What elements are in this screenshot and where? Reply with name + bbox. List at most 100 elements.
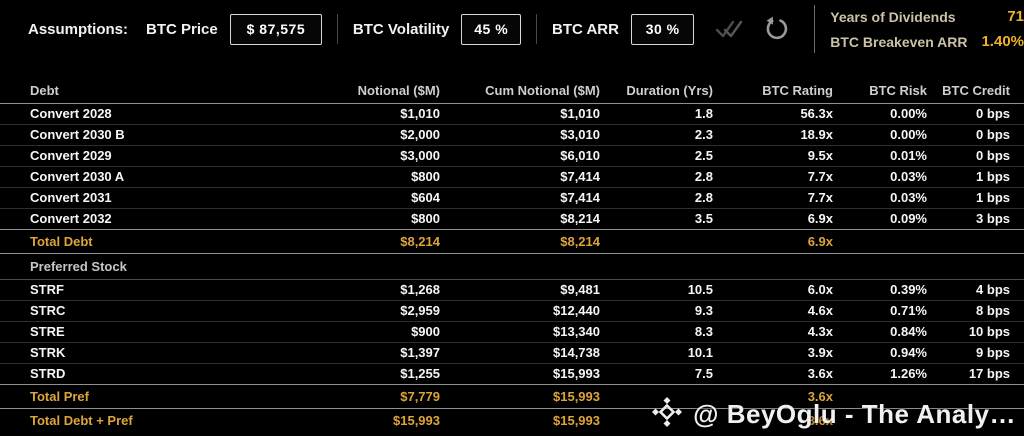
cell: 1 bps xyxy=(927,166,1024,188)
reset-circular-arrow-icon[interactable] xyxy=(762,15,790,43)
cell xyxy=(833,384,927,409)
col-header-btc-risk: BTC Risk xyxy=(833,78,927,104)
btc-price-input[interactable]: $ 87,575 xyxy=(229,13,323,45)
cell xyxy=(833,229,927,254)
btc-price-label: BTC Price xyxy=(146,20,218,38)
cell: 0 bps xyxy=(927,124,1024,146)
btc-volatility-input[interactable]: 45 % xyxy=(461,13,522,45)
divider xyxy=(536,14,538,44)
cell xyxy=(927,229,1024,254)
cell: $900 xyxy=(310,321,440,343)
cell: Convert 2031 xyxy=(0,187,310,209)
cell: 3 bps xyxy=(927,208,1024,230)
cell: $15,993 xyxy=(553,413,600,429)
cell: 1.8 xyxy=(600,103,713,125)
cell: 8.3 xyxy=(600,321,713,343)
cell: $2,000 xyxy=(310,124,440,146)
cell: Convert 2030 B xyxy=(0,124,310,146)
cell: $1,010 xyxy=(310,103,440,125)
table-row: Convert 2030 B $2,000 $3,010 2.3 18.9x 0.00% 0… xyxy=(0,124,1024,146)
section-label: Preferred Stock xyxy=(0,253,1024,280)
cell: 10.5 xyxy=(600,279,713,301)
cell: $3,000 xyxy=(310,145,440,167)
cell: $9,481 xyxy=(440,279,600,301)
header-row: Debt Notional ($M) Cum Notional ($M) Dur… xyxy=(0,78,1024,104)
col-header-btc-rating: BTC Rating xyxy=(713,78,833,104)
cell: 9.5x xyxy=(713,145,833,167)
cell: 0.84% xyxy=(833,321,927,343)
cell: Convert 2032 xyxy=(0,208,310,230)
cell: $1,255 xyxy=(310,363,440,385)
cell: 0.03% xyxy=(833,166,927,188)
cell: 10.1 xyxy=(600,342,713,364)
cell: $15,993 xyxy=(440,384,600,409)
cell: 0.94% xyxy=(833,342,927,364)
cell: STRF xyxy=(0,279,310,301)
cell xyxy=(927,408,1024,433)
cell: $12,440 xyxy=(440,300,600,322)
cell xyxy=(600,384,713,409)
cell: $8,214 xyxy=(310,229,440,254)
cell: STRD xyxy=(0,363,310,385)
cell: STRC xyxy=(0,300,310,322)
cell: $1,268 xyxy=(310,279,440,301)
cell: 4 bps xyxy=(927,279,1024,301)
assumptions-bar: Assumptions: BTC Price $ 87,575 BTC Vola… xyxy=(0,0,1024,58)
cell: $2,959 xyxy=(310,300,440,322)
cell: $15,993 xyxy=(440,363,600,385)
cell: 7.5 xyxy=(600,363,713,385)
cell: 3.5 xyxy=(600,208,713,230)
cell: 4.6x xyxy=(713,300,833,322)
cell xyxy=(927,384,1024,409)
cell: 0.00% xyxy=(833,124,927,146)
total-debt-plus-pref-row: Total Debt + Pref $15,993 $15,993 3.6x xyxy=(0,408,1024,433)
col-header-btc-credit: BTC Credit xyxy=(927,78,1024,104)
cell: $800 xyxy=(310,208,440,230)
cell: Total Debt + Pref xyxy=(30,413,133,429)
cell: $1,397 xyxy=(310,342,440,364)
cell: Total Pref xyxy=(0,384,310,409)
table-row: STRD $1,255 $15,993 7.5 3.6x 1.26% 17 bps xyxy=(0,363,1024,385)
cell: 1.26% xyxy=(833,363,927,385)
btc-arr-input[interactable]: 30 % xyxy=(630,13,695,45)
cell: $3,010 xyxy=(440,124,600,146)
table-row: STRE $900 $13,340 8.3 4.3x 0.84% 10 bps xyxy=(0,321,1024,343)
cell: 9.3 xyxy=(600,300,713,322)
table-row: Convert 2032 $800 $8,214 3.5 6.9x 0.09% 3 bps xyxy=(0,208,1024,230)
btc-breakeven-arr-label: BTC Breakeven ARR xyxy=(830,33,968,50)
assumptions-title: Assumptions: xyxy=(28,20,129,38)
cell: $6,010 xyxy=(440,145,600,167)
total-pref-row: Total Pref $7,779 $15,993 3.6x xyxy=(0,384,1024,409)
cell: $7,779 xyxy=(310,384,440,409)
cell: 2.8 xyxy=(600,166,713,188)
cell: $8,214 xyxy=(440,208,600,230)
cell: $8,214 xyxy=(440,229,600,254)
cell: 0 bps xyxy=(927,103,1024,125)
cell: 6.9x xyxy=(713,229,833,254)
divider xyxy=(337,14,338,44)
table-row: Convert 2028 $1,010 $1,010 1.8 56.3x 0.00% 0 b… xyxy=(0,103,1024,125)
btc-volatility-label: BTC Volatility xyxy=(352,20,450,38)
cell: 56.3x xyxy=(713,103,833,125)
double-check-icon[interactable] xyxy=(714,19,746,39)
cell: $13,340 xyxy=(440,321,600,343)
cell: $800 xyxy=(310,166,440,188)
cell: 0.09% xyxy=(833,208,927,230)
cell: $1,010 xyxy=(440,103,600,125)
cell: $15,993 xyxy=(393,413,440,429)
outputs-panel: Years of Dividends 71 BTC Breakeven ARR … xyxy=(830,8,1024,50)
btc-arr-label: BTC ARR xyxy=(552,20,619,38)
cell: Convert 2029 xyxy=(0,145,310,167)
cell xyxy=(600,229,713,254)
cell: 9 bps xyxy=(927,342,1024,364)
cell: 3.6x xyxy=(713,363,833,385)
btc-breakeven-arr-value: 1.40% xyxy=(981,33,1024,50)
col-header-cum-notional: Cum Notional ($M) xyxy=(440,78,600,104)
table-row: Convert 2029 $3,000 $6,010 2.5 9.5x 0.01% 0 bp… xyxy=(0,145,1024,167)
cell: Convert 2030 A xyxy=(0,166,310,188)
cell: STRK xyxy=(0,342,310,364)
cell: $7,414 xyxy=(440,166,600,188)
table-row: Convert 2031 $604 $7,414 2.8 7.7x 0.03% 1 bps xyxy=(0,187,1024,209)
cell: $7,414 xyxy=(440,187,600,209)
